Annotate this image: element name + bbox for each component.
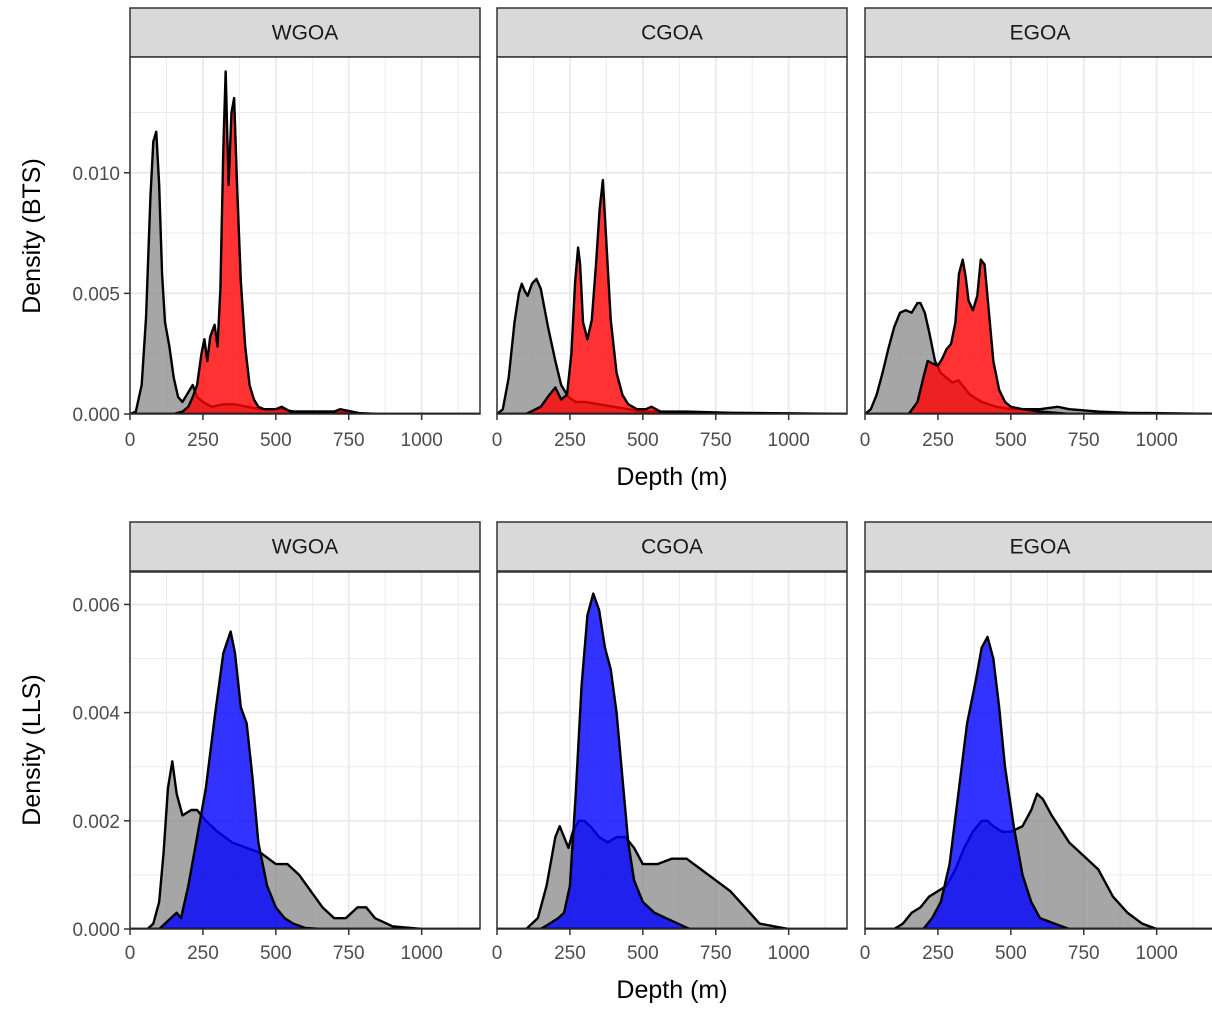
lls-wgoa-y-tick-label: 0.002 (72, 812, 120, 833)
lls-wgoa-x-tick-label: 1000 (401, 943, 443, 964)
bts-wgoa-density-target (130, 70, 480, 414)
bts-egoa-x-tick-label: 750 (1068, 430, 1100, 451)
bts-wgoa-y-tick-label: 0.005 (72, 284, 120, 305)
lls-cgoa-x-tick-label: 500 (627, 943, 659, 964)
lls-cgoa-x-tick-label: 750 (700, 943, 732, 964)
lls-cgoa-panel: CGOA 0 250 500 750 1000 (492, 521, 848, 964)
lls-cgoa-panel-border (496, 571, 848, 930)
bts-egoa-x-tick-label: 0 (860, 430, 871, 451)
lls-wgoa-x-tick-label: 0 (125, 943, 136, 964)
lls-egoa-panel: EGOA 0 250 500 750 1000 (860, 521, 1212, 964)
bts-wgoa-x-tick-label: 250 (187, 430, 219, 451)
bts-wgoa-panel-border (129, 56, 481, 415)
bts-y-axis-title: Density (BTS) (18, 158, 46, 314)
bts-wgoa-x-tick-label: 0 (125, 430, 136, 451)
bts-egoa-density-target (865, 258, 1212, 414)
bts-wgoa-x-tick-label: 750 (333, 430, 365, 451)
lls-wgoa-strip-label: WGOA (272, 536, 339, 559)
bts-x-axis-title: Depth (m) (616, 463, 727, 491)
bts-cgoa-panel: CGOA 0 250 500 750 1000 (492, 7, 848, 451)
bts-cgoa-strip (496, 7, 848, 58)
bts-wgoa-x-tick-label: 1000 (401, 430, 443, 451)
bts-row: WGOA 0 250 500 750 1000 0.000 0.005 0.010 CGOA 0 25… (18, 7, 1212, 491)
lls-wgoa-x-tick-label: 250 (187, 943, 219, 964)
bts-wgoa-strip (129, 7, 481, 58)
bts-egoa-panel-border (864, 56, 1212, 415)
lls-egoa-strip-label: EGOA (1010, 536, 1071, 559)
lls-cgoa-x-tick-label: 0 (492, 943, 503, 964)
lls-egoa-x-tick-label: 500 (995, 943, 1027, 964)
lls-egoa-x-tick-label: 1000 (1136, 943, 1178, 964)
lls-cgoa-density-target (497, 592, 847, 929)
bts-wgoa-strip-label: WGOA (272, 22, 339, 45)
bts-wgoa-y-tick-label: 0.000 (72, 405, 120, 426)
lls-wgoa-x-tick-label: 500 (260, 943, 292, 964)
lls-egoa-panel-border (864, 571, 1212, 930)
lls-egoa-x-tick-label: 750 (1068, 943, 1100, 964)
lls-row: WGOA 0 250 500 750 1000 0.000 0.002 0.004 0.006 CG… (18, 521, 1212, 1004)
lls-y-axis-title: Density (LLS) (18, 674, 46, 825)
lls-x-axis-title: Depth (m) (616, 976, 727, 1004)
bts-cgoa-x-tick-label: 750 (700, 430, 732, 451)
bts-egoa-x-tick-label: 500 (995, 430, 1027, 451)
lls-egoa-strip (864, 521, 1212, 572)
bts-cgoa-panel-border (496, 56, 848, 415)
bts-cgoa-density-target (497, 178, 847, 414)
bts-cgoa-x-tick-label: 1000 (768, 430, 810, 451)
bts-cgoa-x-tick-label: 500 (627, 430, 659, 451)
bts-cgoa-x-tick-label: 250 (554, 430, 586, 451)
lls-egoa-density-target (865, 635, 1212, 929)
bts-egoa-x-tick-label: 1000 (1136, 430, 1178, 451)
bts-wgoa-panel: WGOA 0 250 500 750 1000 0.000 0.005 0.010 (72, 7, 481, 451)
lls-cgoa-x-tick-label: 1000 (768, 943, 810, 964)
lls-cgoa-x-tick-label: 250 (554, 943, 586, 964)
lls-cgoa-strip-label: CGOA (641, 536, 703, 559)
lls-wgoa-strip (129, 521, 481, 572)
lls-cgoa-strip (496, 521, 848, 572)
bts-wgoa-x-tick-label: 500 (260, 430, 292, 451)
bts-wgoa-plot-bg (130, 57, 480, 414)
bts-cgoa-strip-label: CGOA (641, 22, 703, 45)
lls-egoa-x-tick-label: 0 (860, 943, 871, 964)
bts-egoa-strip (864, 7, 1212, 58)
lls-egoa-x-tick-label: 250 (922, 943, 954, 964)
bts-egoa-strip-label: EGOA (1010, 22, 1071, 45)
bts-wgoa-y-tick-label: 0.010 (72, 164, 120, 185)
lls-wgoa-y-tick-label: 0.004 (72, 704, 120, 725)
bts-egoa-x-tick-label: 250 (922, 430, 954, 451)
lls-wgoa-density-target (130, 630, 480, 929)
bts-egoa-panel: EGOA 0 250 500 750 1000 (860, 7, 1212, 451)
lls-wgoa-y-tick-label: 0.000 (72, 920, 120, 941)
lls-wgoa-panel: WGOA 0 250 500 750 1000 0.000 0.002 0.004 0.006 (72, 521, 481, 964)
lls-wgoa-panel-border (129, 571, 481, 930)
lls-wgoa-x-tick-label: 750 (333, 943, 365, 964)
lls-wgoa-y-tick-label: 0.006 (72, 595, 120, 616)
bts-cgoa-x-tick-label: 0 (492, 430, 503, 451)
